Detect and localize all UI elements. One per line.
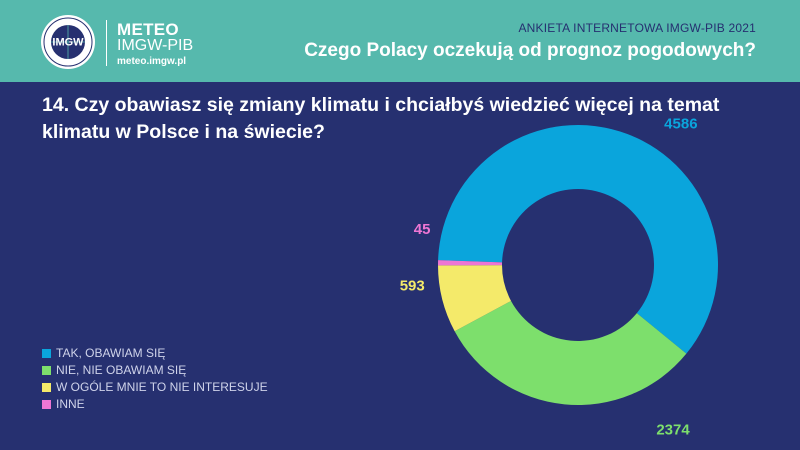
legend-item-inne: INNE <box>42 396 268 413</box>
imgw-logo-icon: IMGW <box>41 15 95 69</box>
legend-swatch <box>42 400 51 409</box>
legend-item-tak: TAK, OBAWIAM SIĘ <box>42 345 268 362</box>
survey-title: Czego Polacy oczekują od prognoz pogodow… <box>304 40 756 61</box>
logo-text: IMGW <box>52 37 84 49</box>
brand-name: METEO <box>117 20 179 39</box>
chart-legend: TAK, OBAWIAM SIĘ NIE, NIE OBAWIAM SIĘ W … <box>42 345 268 413</box>
slice-label-nie-interesuje: 593 <box>400 277 425 294</box>
legend-swatch <box>42 349 51 358</box>
legend-label: W OGÓLE MNIE TO NIE INTERESUJE <box>56 380 268 394</box>
survey-label: ANKIETA INTERNETOWA IMGW-PIB 2021 <box>518 21 756 35</box>
slice-label-tak: 4586 <box>664 115 697 132</box>
brand-org: IMGW-PIB <box>117 37 194 54</box>
slice-inne <box>437 260 503 266</box>
slice-nie-interesuje <box>438 265 512 332</box>
slice-label-nie: 2374 <box>656 422 690 439</box>
legend-label: INNE <box>56 397 85 411</box>
slice-label-inne: 45 <box>414 221 431 238</box>
brand-url: meteo.imgw.pl <box>117 56 187 67</box>
legend-label: NIE, NIE OBAWIAM SIĘ <box>56 363 187 377</box>
header-bar: IMGW METEO IMGW-PIB meteo.imgw.pl ANKIET… <box>0 0 800 82</box>
legend-item-nie: NIE, NIE OBAWIAM SIĘ <box>42 362 268 379</box>
legend-swatch <box>42 366 51 375</box>
slice-tak <box>438 125 718 354</box>
brand-divider <box>106 20 107 66</box>
legend-label: TAK, OBAWIAM SIĘ <box>56 346 166 360</box>
legend-item-nie-interesuje: W OGÓLE MNIE TO NIE INTERESUJE <box>42 379 268 396</box>
legend-swatch <box>42 383 51 392</box>
question-title: 14. Czy obawiasz się zmiany klimatu i ch… <box>42 94 720 143</box>
slice-nie <box>454 300 687 405</box>
